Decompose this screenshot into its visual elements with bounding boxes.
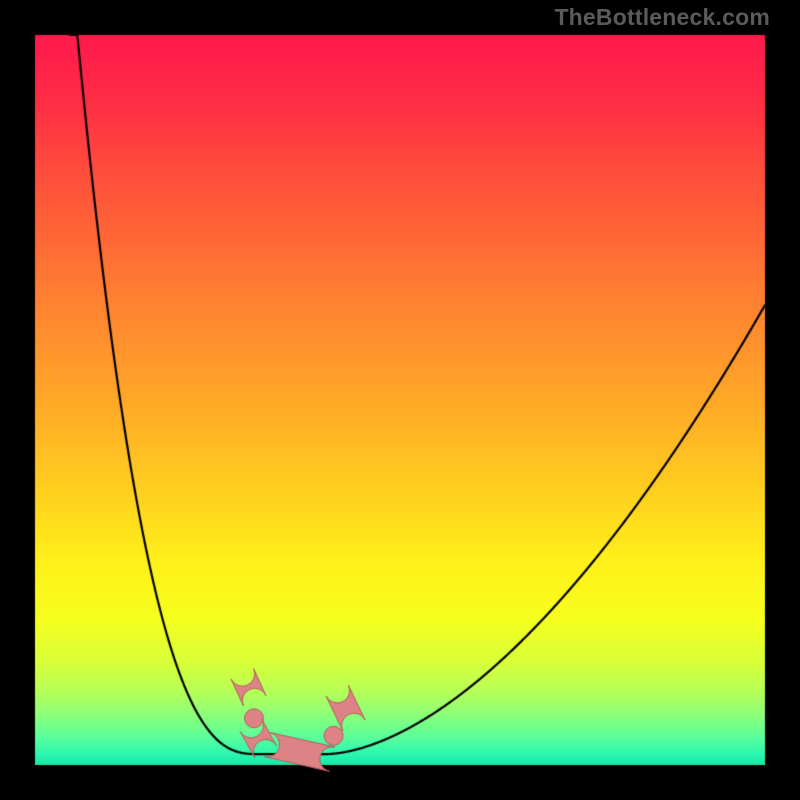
watermark-label: TheBottleneck.com <box>554 4 770 31</box>
chart-stage: TheBottleneck.com <box>0 0 800 800</box>
curve-markers <box>0 0 800 800</box>
